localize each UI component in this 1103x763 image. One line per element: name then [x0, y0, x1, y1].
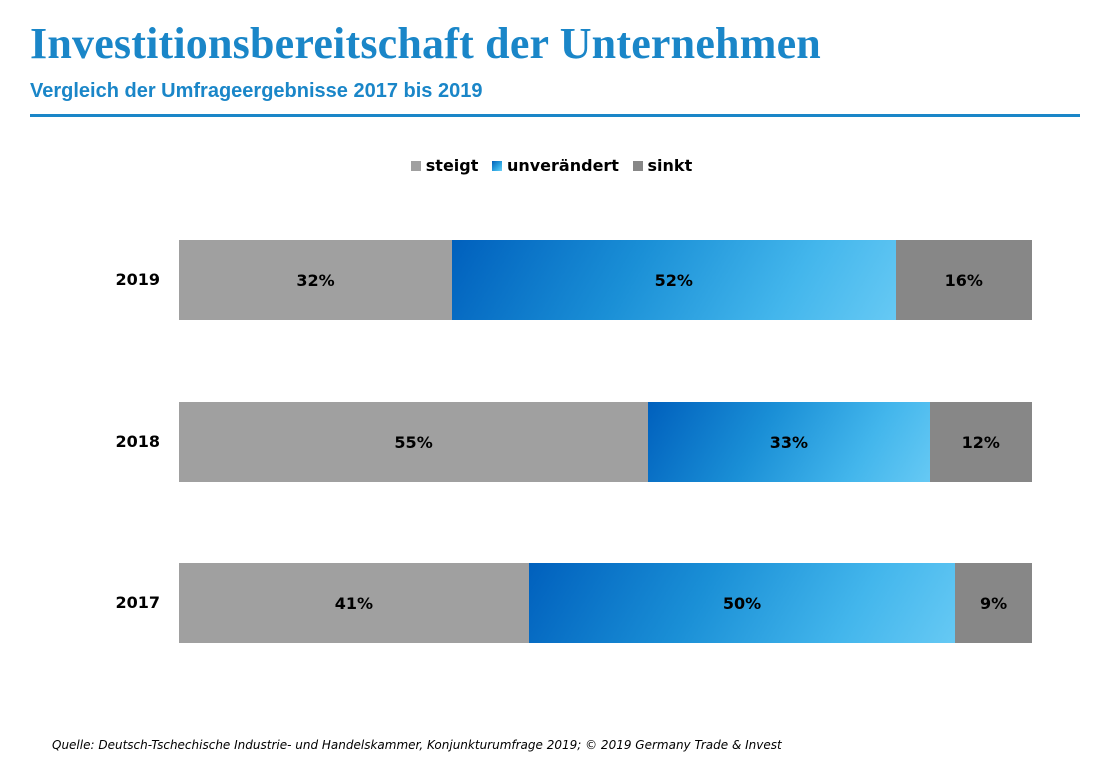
data-label-steigt-2018: 55%: [394, 432, 433, 452]
bar-segment-steigt-2019: 32%: [179, 240, 452, 320]
bar-row-2018: 55% 33% 12%: [179, 402, 1032, 482]
data-label-steigt-2019: 32%: [296, 270, 335, 290]
legend-swatch-sinkt: [632, 161, 643, 171]
title-divider: [30, 114, 1080, 117]
legend: steigt unverändert sinkt: [0, 156, 1103, 175]
legend-item-unveraendert: unverändert: [491, 156, 619, 175]
source-note: Quelle: Deutsch-Tschechische Industrie- …: [52, 738, 782, 752]
chart-title: Investitionsbereitschaft der Unternehmen: [30, 19, 821, 68]
data-label-sinkt-2017: 9%: [980, 593, 1008, 613]
legend-swatch-unveraendert: [491, 161, 502, 171]
bar-row-2019: 32% 52% 16%: [179, 240, 1032, 320]
bar-segment-sinkt-2018: 12%: [929, 402, 1032, 482]
legend-label-sinkt: sinkt: [647, 156, 693, 175]
legend-item-steigt: steigt: [410, 156, 479, 175]
chart-subtitle: Vergleich der Umfrageergebnisse 2017 bis…: [30, 80, 483, 102]
legend-item-sinkt: sinkt: [632, 156, 693, 175]
bar-segment-unveraendert-2018: 33%: [648, 402, 930, 482]
legend-label-steigt: steigt: [425, 156, 479, 175]
legend-swatch-steigt: [410, 161, 421, 171]
data-label-unveraendert-2017: 50%: [722, 593, 762, 613]
data-label-sinkt-2019: 16%: [944, 270, 983, 290]
bar-segment-sinkt-2017: 9%: [955, 563, 1032, 643]
bar-segment-unveraendert-2019: 52%: [451, 240, 896, 320]
bar-row-2017: 41% 50% 9%: [179, 563, 1032, 643]
bar-segment-steigt-2018: 55%: [179, 402, 649, 482]
data-label-sinkt-2018: 12%: [961, 432, 1000, 452]
bar-segment-sinkt-2019: 16%: [895, 240, 1032, 320]
category-label-2018: 2018: [115, 432, 160, 451]
legend-label-unveraendert: unverändert: [506, 156, 619, 175]
category-label-2017: 2017: [115, 593, 160, 612]
data-label-unveraendert-2018: 33%: [769, 432, 809, 452]
bar-segment-unveraendert-2017: 50%: [528, 563, 956, 643]
category-label-2019: 2019: [115, 270, 160, 289]
bar-segment-steigt-2017: 41%: [179, 563, 529, 643]
data-label-unveraendert-2019: 52%: [654, 270, 693, 290]
data-label-steigt-2017: 41%: [334, 593, 373, 613]
